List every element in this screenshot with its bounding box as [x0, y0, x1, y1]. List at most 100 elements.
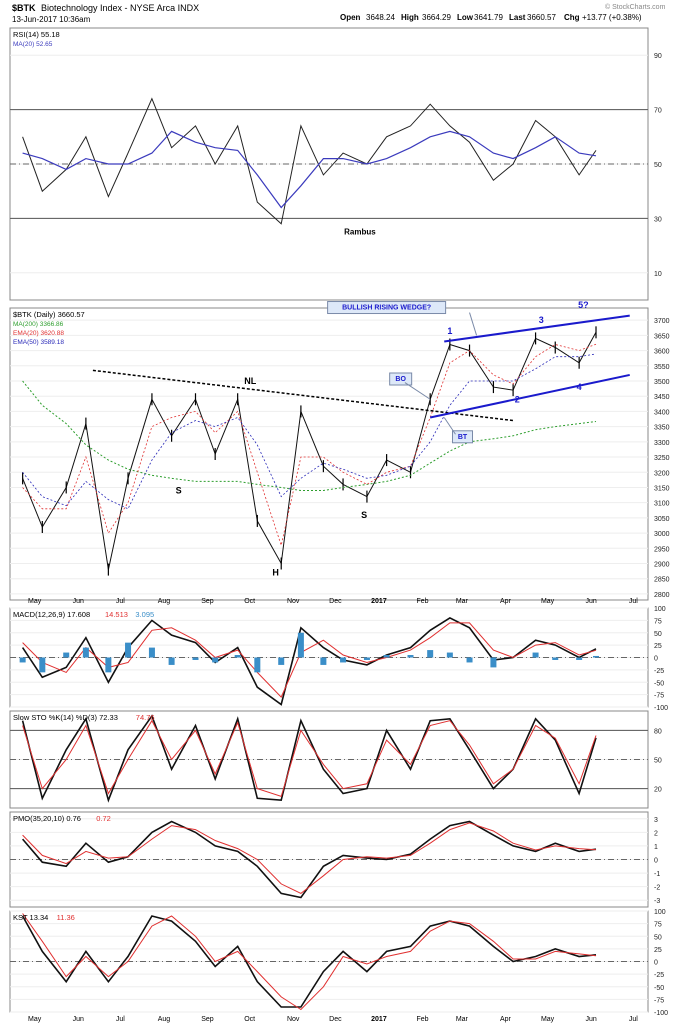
kst-legend-item: 11.36 — [57, 913, 75, 922]
macd-legend-item: 14.513 — [105, 610, 128, 619]
kst-panel: 100 75 50 25 0 -25 -50 -75 -100 KST 13.34 11.36 — [9, 909, 668, 1017]
stochastic-series-1 — [22, 719, 597, 798]
pmo-tick-label: 0 — [654, 858, 658, 865]
price-tick-label: 2800 — [654, 592, 670, 599]
price-panel: 2800 2850 2900 2950 3000 3050 3100 3150 3200 3250… — [9, 300, 670, 601]
macd-histogram-bar — [490, 657, 497, 668]
price-frame — [9, 307, 649, 601]
price-series-3 — [22, 353, 597, 510]
macd-histogram-bar — [576, 657, 583, 660]
nl-label: NL — [244, 376, 256, 386]
x-axis-label: Aug — [158, 1016, 171, 1023]
x-axis-label: Jun — [585, 598, 596, 605]
bt-callout: BT — [458, 434, 468, 441]
kst-tick-label: 50 — [654, 934, 662, 941]
macd-tick-label: -25 — [654, 668, 664, 675]
index-name: Biotechnology Index - NYSE Arca INDX — [41, 3, 199, 13]
x-axis-label: Sep — [201, 1016, 214, 1023]
left-shoulder-label: S — [176, 486, 182, 496]
rsi-tick-label: 10 — [654, 271, 662, 278]
price-legend-item: EMA(20) 3620.88 — [13, 330, 64, 337]
wave-3-label: 3 — [539, 315, 544, 325]
x-axis-label: 2017 — [371, 1016, 387, 1023]
pmo-legend-item: PMO(35,20,10) 0.76 — [13, 814, 81, 823]
macd-legend-item: 3.095 — [135, 610, 154, 619]
macd-histogram-bar — [39, 657, 46, 673]
macd-tick-label: 100 — [654, 606, 666, 613]
stochastic-tick-label: 80 — [654, 728, 662, 735]
macd-histogram-bar — [297, 632, 304, 658]
macd-histogram-bar — [82, 647, 89, 658]
pmo-tick-label: 3 — [654, 817, 658, 824]
macd-histogram-bar — [192, 657, 199, 660]
macd-tick-label: -75 — [654, 693, 664, 700]
x-axis-label: Apr — [500, 598, 512, 605]
rsi-series-0 — [22, 97, 597, 225]
price-tick-label: 3350 — [654, 425, 670, 432]
price-tick-label: 2950 — [654, 546, 670, 553]
high-value: 3664.29 — [422, 13, 451, 22]
x-axis-label: Nov — [287, 598, 300, 605]
price-tick-label: 3300 — [654, 440, 670, 447]
wedge-callout-box — [327, 301, 447, 315]
rsi-tick-label: 90 — [654, 53, 662, 60]
x-axis-label: Feb — [416, 1016, 428, 1023]
macd-histogram-bar — [446, 652, 453, 658]
x-axis-label: Dec — [329, 1016, 342, 1023]
price-series-1 — [22, 380, 597, 491]
price-tick-label: 2850 — [654, 577, 670, 584]
x-axis-label: Jul — [116, 598, 125, 605]
stochastic-series-0 — [21, 714, 597, 803]
x-axis-label: Oct — [244, 598, 255, 605]
x-axis-label: May — [541, 598, 555, 605]
stochastic-tick-label: 50 — [654, 758, 662, 765]
pmo-tick-label: -2 — [654, 885, 660, 892]
open-label: Open — [340, 13, 361, 22]
kst-legend-item: KST 13.34 — [13, 913, 48, 922]
kst-tick-label: 25 — [654, 947, 662, 954]
wedge-callout: BULLISH RISING WEDGE? — [342, 305, 431, 312]
head-label: H — [272, 568, 279, 578]
price-legend-item: $BTK (Daily) 3660.57 — [13, 310, 85, 319]
wave-5-label: 5? — [578, 300, 589, 310]
kst-series-1 — [22, 913, 597, 1011]
x-axis-label: Apr — [500, 1016, 512, 1023]
macd-histogram-bar — [340, 657, 347, 663]
rsi-series-1 — [22, 130, 597, 209]
kst-tick-label: 100 — [654, 909, 666, 916]
x-axis-label: Aug — [158, 598, 171, 605]
pmo-series-0 — [21, 820, 597, 899]
macd-histogram-bar — [532, 652, 539, 658]
low-label: Low — [457, 13, 474, 22]
x-axis-label: Dec — [329, 598, 342, 605]
macd-histogram-bar — [427, 650, 434, 658]
macd-histogram-bar — [168, 657, 175, 665]
pmo-panel: 3 2 1 0 -1 -2 -3 PMO(35,20,10) 0.76 0.72 — [9, 811, 660, 908]
macd-tick-label: 0 — [654, 656, 658, 663]
price-series-2 — [22, 343, 597, 547]
chart-header: $BTK Biotechnology Index - NYSE Arca IND… — [12, 3, 666, 24]
wave-2-label: 2 — [515, 394, 520, 404]
macd-histogram-bar — [125, 642, 132, 658]
bt-callout-box — [452, 430, 474, 444]
rsi-tick-label: 30 — [654, 216, 662, 223]
kst-tick-label: -50 — [654, 985, 664, 992]
x-axis-label: Feb — [416, 598, 428, 605]
macd-tick-label: -50 — [654, 680, 664, 687]
price-tick-label: 3550 — [654, 364, 670, 371]
price-legend-item: MA(200) 3366.86 — [13, 321, 64, 328]
x-axis-label: Jul — [116, 1016, 125, 1023]
pmo-series-1 — [22, 822, 597, 894]
price-tick-label: 3600 — [654, 349, 670, 356]
x-axis-label: Jun — [73, 598, 84, 605]
macd-histogram-bar — [105, 657, 112, 673]
bo-callout: BO — [395, 376, 406, 383]
pmo-tick-label: -1 — [654, 871, 660, 878]
wave-1-label: 1 — [447, 326, 452, 336]
x-axis-label: Mar — [456, 1016, 469, 1023]
price-tick-label: 3650 — [654, 333, 670, 340]
kst-tick-label: 0 — [654, 960, 658, 967]
bo-pointer — [404, 382, 431, 400]
kst-tick-label: -25 — [654, 972, 664, 979]
stochastic-legend-item: Slow STO %K(14) %D(3) 72.33 — [13, 713, 118, 722]
